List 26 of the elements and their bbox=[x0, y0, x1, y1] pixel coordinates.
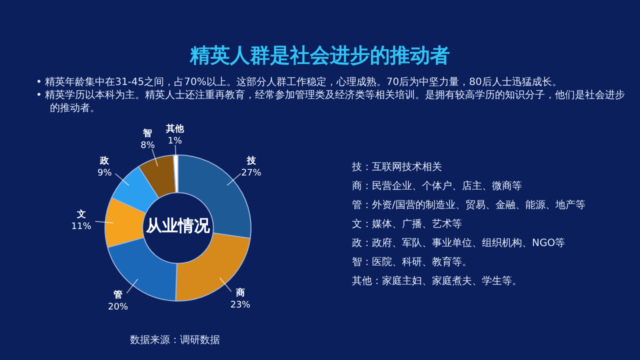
data-label: 20% bbox=[108, 302, 128, 312]
text: 管：外资/国营的制造业、贸易、金融、能源、地产等 bbox=[352, 198, 586, 213]
slice-label: 管 bbox=[112, 289, 123, 300]
slice-label: 政 bbox=[99, 155, 110, 166]
text: 从业情况 bbox=[144, 216, 211, 237]
data-label: 23% bbox=[230, 300, 251, 311]
slice-label: 智 bbox=[142, 128, 152, 139]
text: 商：民营企业、个体户、店主、微商等 bbox=[352, 180, 523, 194]
data-label: 1% bbox=[168, 136, 183, 146]
data-label: 9% bbox=[98, 168, 112, 178]
slice-label: 文 bbox=[76, 208, 86, 220]
source-note: 数据来源：调研数据 bbox=[130, 334, 220, 347]
data-label: 11% bbox=[71, 222, 92, 232]
text: • 精英学历以本科为主。精英人士还注重再教育，经常参加管理类及经济类等相关培训。是拥有较高学历的知识分子，他们是社会进步的推动者。 bbox=[36, 89, 626, 115]
text: • 精英年龄集中在31-45之间，占70%以上。这部分人群工作稳定，心理成熟。70后为中坚力量，80后人士迅猛成长。 bbox=[36, 76, 563, 89]
data-label: 8% bbox=[140, 140, 156, 151]
slice-label: 技 bbox=[246, 155, 257, 166]
text: 技：互联网技术相关 bbox=[352, 160, 443, 175]
slice-label: 其他 bbox=[164, 123, 185, 134]
text: 其他：家庭主妇、家庭煮夫、学生等。 bbox=[352, 274, 523, 289]
text: 政：政府、军队、事业单位、组织机构、NGO等 bbox=[352, 236, 566, 251]
text: 精英人群是社会进步的推动者 bbox=[188, 42, 451, 69]
slice-label: 商 bbox=[234, 288, 245, 299]
text: 文：媒体、广播、艺术等 bbox=[352, 218, 463, 232]
text: 智：医院、科研、教育等。 bbox=[352, 256, 473, 270]
data-label: 27% bbox=[241, 168, 262, 178]
